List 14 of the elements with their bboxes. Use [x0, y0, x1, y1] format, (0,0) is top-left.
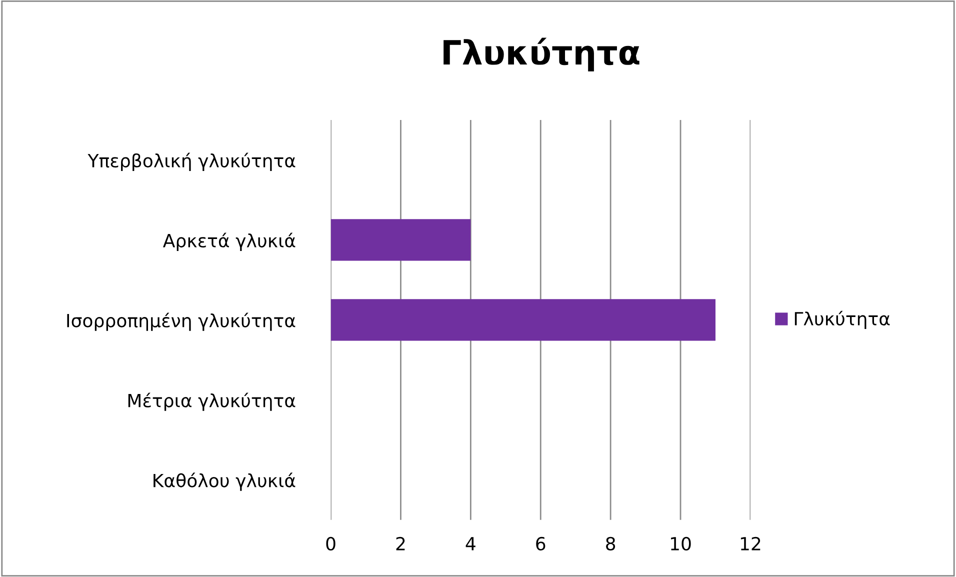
x-tick-label: 10: [671, 536, 691, 551]
y-tick-label: Μέτρια γλυκύτητα: [128, 392, 296, 411]
x-tick-label: 4: [466, 537, 476, 550]
x-tick-label: 0: [326, 536, 336, 551]
y-tick-label: Ισορροπημένη γλυκύτητα: [67, 312, 296, 331]
chart-title: Γλυκύτητα: [444, 38, 640, 72]
y-tick-label: Υπερβολική γλυκύτητα: [88, 152, 296, 171]
x-tick-label: 12: [740, 536, 760, 550]
x-tick-label: 8: [606, 536, 616, 551]
x-tick-label: 2: [396, 536, 405, 550]
y-tick-label: Καθόλου γλυκιά: [154, 472, 296, 491]
x-tick-label: 6: [536, 536, 546, 551]
legend-label: Γλυκύτητα: [794, 310, 890, 330]
y-tick-label: Αρκετά γλυκιά: [162, 232, 296, 251]
